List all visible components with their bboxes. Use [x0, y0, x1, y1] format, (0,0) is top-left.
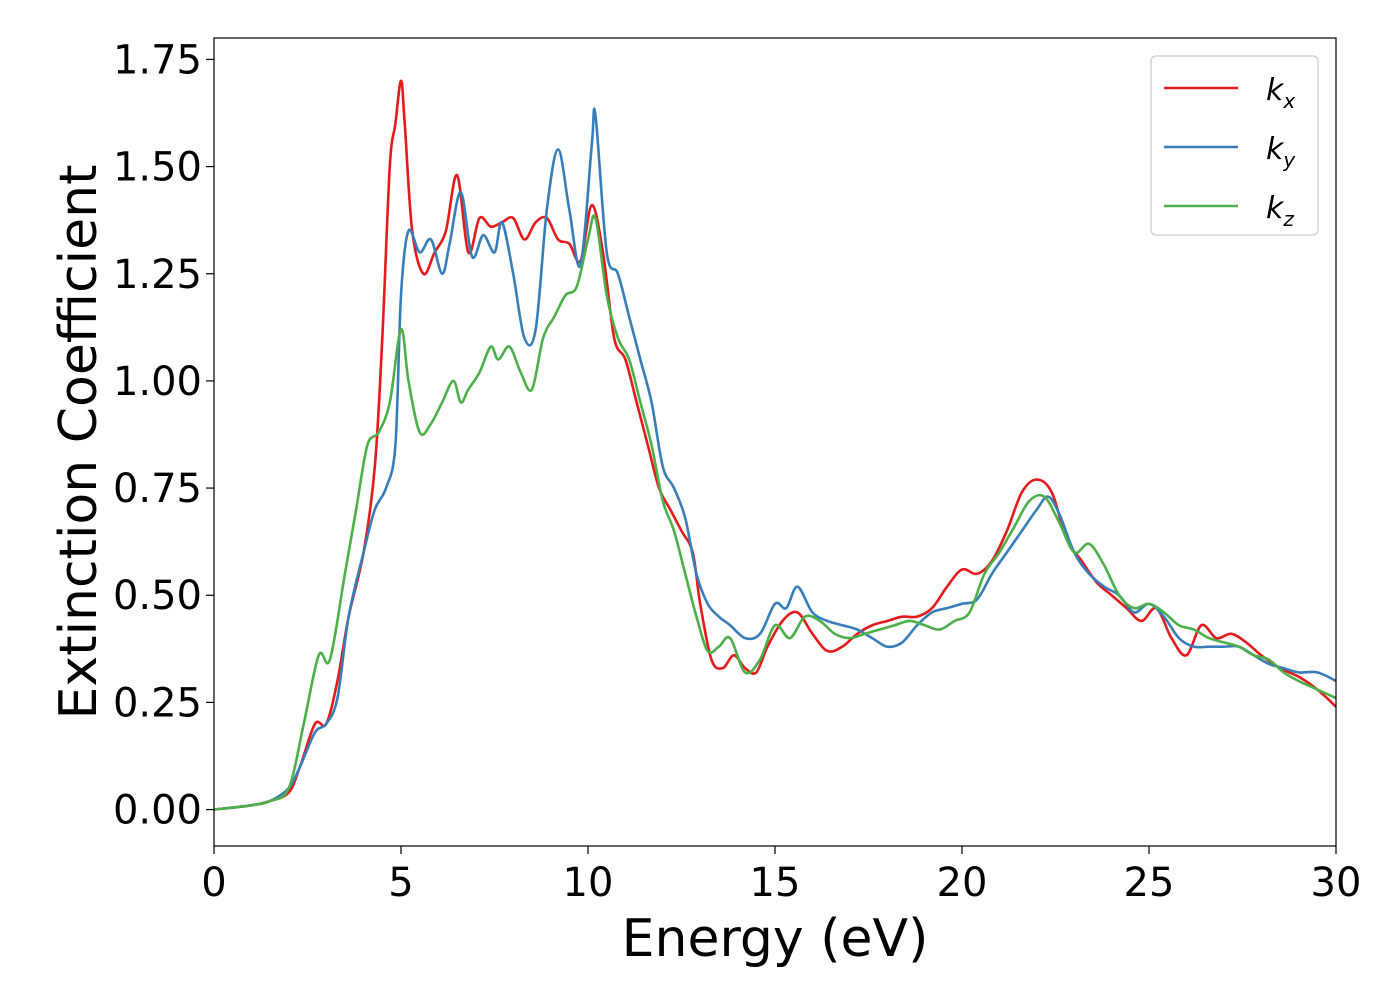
- x-tick-label: 10: [563, 860, 614, 906]
- x-tick-label: 5: [388, 860, 413, 906]
- x-axis-title: Energy (eV): [622, 909, 929, 969]
- x-tick-label: 15: [750, 860, 801, 906]
- legend-label-z: kz: [1266, 191, 1294, 231]
- x-tick-label: 25: [1124, 860, 1175, 906]
- y-tick-label: 1.00: [113, 359, 202, 405]
- series-layer: [214, 79, 1336, 811]
- legend-label-y: ky: [1266, 132, 1296, 172]
- series-line-z: [214, 214, 1336, 811]
- legend: kx ky kz: [1150, 55, 1319, 236]
- y-axis-title: Extinction Coefficient: [49, 165, 109, 720]
- y-tick-label: 0.25: [113, 680, 202, 726]
- y-tick-label: 0.50: [113, 573, 202, 619]
- series-line-y: [214, 107, 1336, 811]
- legend-box: [1150, 55, 1319, 236]
- legend-label-x: kx: [1266, 73, 1295, 113]
- x-tick-label: 20: [937, 860, 988, 906]
- x-tick-label: 0: [201, 860, 226, 906]
- y-tick-label: 0.75: [113, 466, 202, 512]
- x-tick-label: 30: [1311, 860, 1362, 906]
- y-axis: 0.00 0.25 0.50 0.75 1.00 1.25 1.50 1.75: [113, 37, 214, 834]
- y-tick-label: 1.75: [113, 37, 202, 83]
- y-tick-label: 1.25: [113, 252, 202, 298]
- y-tick-label: 1.50: [113, 145, 202, 191]
- y-tick-label: 0.00: [113, 788, 202, 834]
- x-axis: 0 5 10 15 20 25 30: [201, 846, 1361, 906]
